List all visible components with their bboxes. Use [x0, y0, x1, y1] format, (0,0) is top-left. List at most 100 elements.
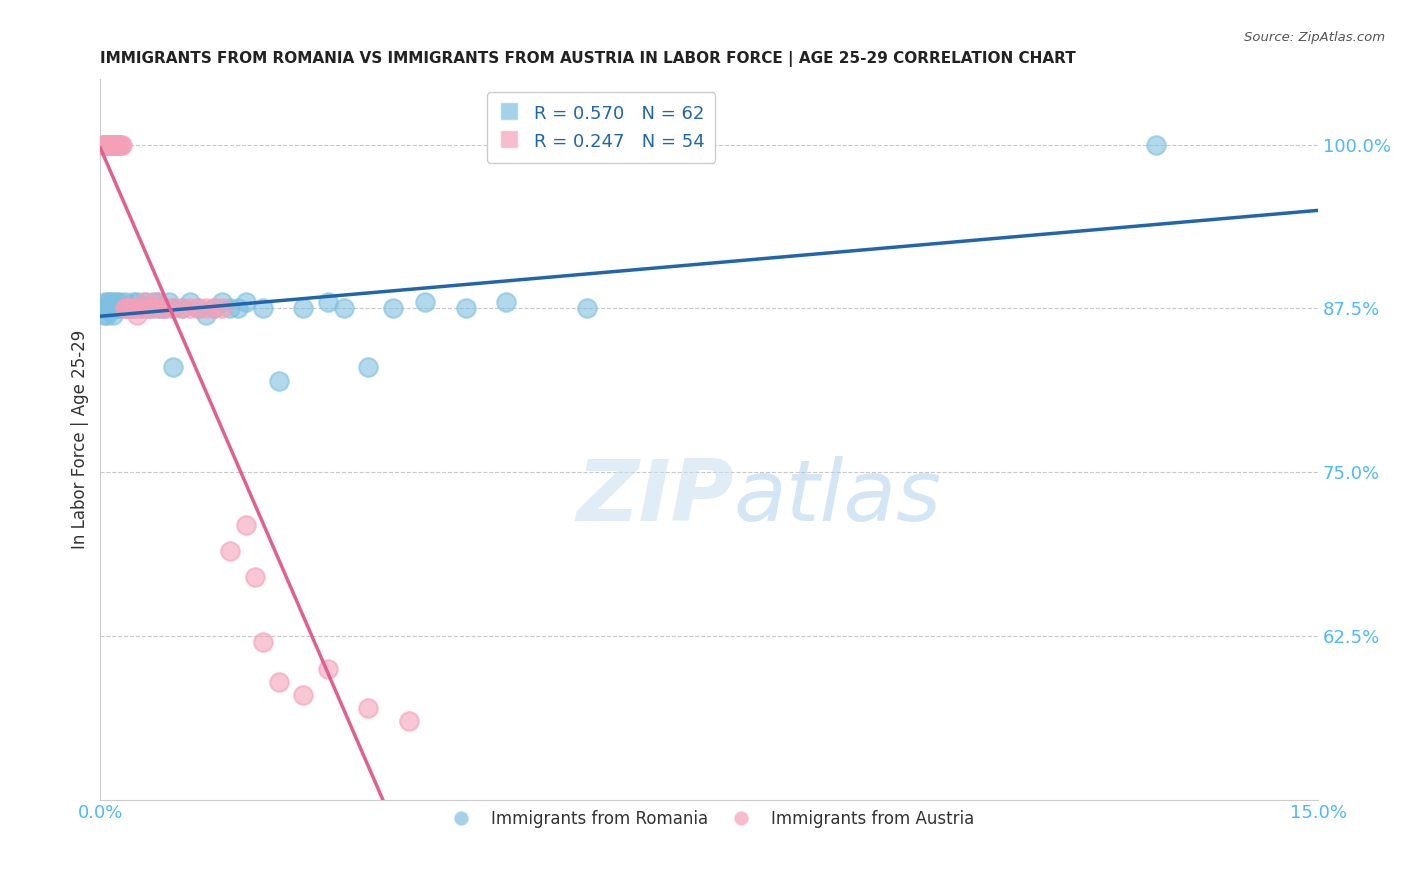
Point — [170, 301, 193, 316]
Point — [110, 137, 132, 152]
Point — [187, 301, 209, 316]
Point — [219, 543, 242, 558]
Point — [125, 295, 148, 310]
Point — [104, 301, 127, 316]
Point — [91, 301, 114, 316]
Point — [150, 301, 173, 316]
Point — [97, 301, 120, 316]
Point — [292, 688, 315, 702]
Point — [94, 295, 117, 310]
Point — [235, 295, 257, 310]
Point — [495, 295, 517, 310]
Point — [252, 301, 274, 316]
Point — [103, 301, 125, 316]
Point — [103, 137, 125, 152]
Point — [94, 137, 117, 152]
Point — [100, 301, 122, 316]
Point — [150, 301, 173, 316]
Point — [155, 301, 177, 316]
Text: IMMIGRANTS FROM ROMANIA VS IMMIGRANTS FROM AUSTRIA IN LABOR FORCE | AGE 25-29 CO: IMMIGRANTS FROM ROMANIA VS IMMIGRANTS FR… — [100, 51, 1076, 67]
Point — [162, 301, 184, 316]
Point — [267, 374, 290, 388]
Text: Source: ZipAtlas.com: Source: ZipAtlas.com — [1244, 31, 1385, 45]
Point — [100, 301, 122, 316]
Point — [124, 301, 146, 316]
Point — [115, 301, 138, 316]
Point — [202, 301, 225, 316]
Point — [243, 570, 266, 584]
Point — [103, 137, 125, 152]
Text: ZIP: ZIP — [576, 456, 734, 539]
Point — [100, 137, 122, 152]
Point — [110, 301, 132, 316]
Point — [94, 137, 117, 152]
Point — [93, 308, 115, 322]
Point — [142, 295, 165, 310]
Point — [157, 295, 180, 310]
Point — [170, 301, 193, 316]
Point — [211, 295, 233, 310]
Point — [146, 301, 169, 316]
Point — [121, 295, 143, 310]
Point — [97, 137, 120, 152]
Point — [101, 308, 124, 322]
Point — [142, 301, 165, 316]
Point — [316, 662, 339, 676]
Point — [179, 295, 201, 310]
Point — [1144, 137, 1167, 152]
Point — [108, 295, 131, 310]
Point — [105, 301, 128, 316]
Point — [96, 308, 118, 322]
Point — [162, 301, 184, 316]
Point — [357, 360, 380, 375]
Point — [211, 301, 233, 316]
Point — [91, 137, 114, 152]
Point — [413, 295, 436, 310]
Point — [235, 517, 257, 532]
Point — [114, 295, 136, 310]
Text: atlas: atlas — [734, 456, 942, 539]
Point — [134, 295, 156, 310]
Point — [454, 301, 477, 316]
Point — [179, 301, 201, 316]
Point — [96, 137, 118, 152]
Point — [155, 301, 177, 316]
Point — [96, 301, 118, 316]
Point — [357, 701, 380, 715]
Point — [101, 301, 124, 316]
Point — [93, 137, 115, 152]
Point — [146, 295, 169, 310]
Point — [98, 137, 121, 152]
Point — [292, 301, 315, 316]
Point — [100, 137, 122, 152]
Point — [228, 301, 250, 316]
Point — [125, 308, 148, 322]
Point — [138, 301, 160, 316]
Point — [104, 137, 127, 152]
Point — [129, 301, 152, 316]
Point — [124, 301, 146, 316]
Point — [94, 301, 117, 316]
Point — [101, 137, 124, 152]
Point — [138, 301, 160, 316]
Point — [252, 635, 274, 649]
Point — [97, 137, 120, 152]
Point — [138, 301, 160, 316]
Point — [333, 301, 356, 316]
Point — [94, 301, 117, 316]
Point — [97, 295, 120, 310]
Y-axis label: In Labor Force | Age 25-29: In Labor Force | Age 25-29 — [72, 330, 89, 549]
Point — [105, 137, 128, 152]
Point — [381, 301, 404, 316]
Point — [129, 301, 152, 316]
Point — [93, 137, 115, 152]
Point — [134, 295, 156, 310]
Point — [107, 137, 129, 152]
Point — [187, 301, 209, 316]
Point — [97, 137, 120, 152]
Point — [97, 301, 120, 316]
Point — [576, 301, 599, 316]
Point — [98, 295, 121, 310]
Point — [118, 301, 141, 316]
Point — [121, 301, 143, 316]
